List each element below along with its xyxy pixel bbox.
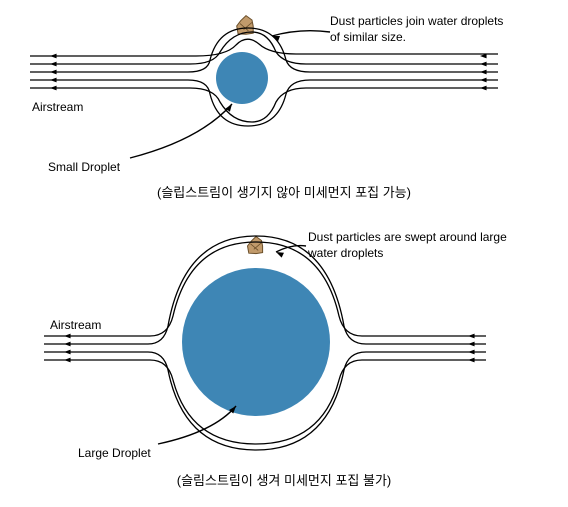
annotation-top: Dust particles join water dropletsof sim…: [330, 14, 560, 45]
small-droplet-diagram: Airstream Small Droplet Dust particles j…: [0, 10, 568, 210]
caption-bottom: (슬림스트림이 생겨 미세먼지 포집 불가): [0, 470, 568, 489]
caption-top: (슬립스트림이 생기지 않아 미세먼지 포집 가능): [0, 182, 568, 201]
airstream-label-bottom: Airstream: [50, 318, 101, 334]
droplet-label-top: Small Droplet: [48, 160, 120, 176]
large-droplet-diagram: Airstream Large Droplet Dust particles a…: [0, 230, 568, 500]
annotation-bottom: Dust particles are swept around largewat…: [308, 230, 538, 261]
airstream-label-top: Airstream: [32, 100, 83, 116]
droplet-label-bottom: Large Droplet: [78, 446, 151, 462]
